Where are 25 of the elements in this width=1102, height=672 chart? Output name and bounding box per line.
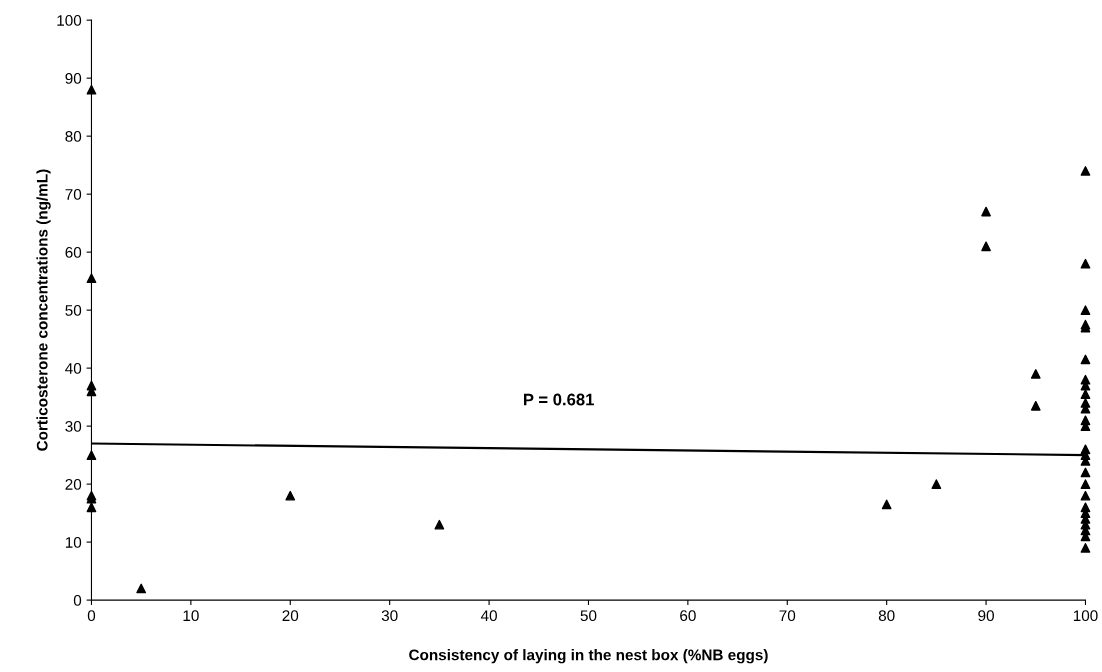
x-tick-label: 30 — [381, 610, 398, 622]
x-tick-label: 80 — [878, 610, 895, 622]
y-tick-label: 80 — [65, 131, 82, 142]
y-axis-title: Corticosterone concentrations (ng/mL) — [36, 169, 51, 451]
y-tick-label: 0 — [73, 594, 82, 606]
y-tick-label: 10 — [65, 536, 82, 548]
x-tick-label: 50 — [580, 610, 597, 622]
x-tick-label: 40 — [480, 610, 497, 622]
annotation: P = 0.681 — [524, 393, 594, 406]
y-tick-label: 40 — [65, 362, 82, 374]
y-tick-label: 90 — [65, 73, 82, 84]
y-tick-label: 30 — [65, 420, 82, 432]
y-tick-label: 100 — [57, 15, 82, 26]
y-tick-label: 20 — [65, 478, 82, 490]
x-tick-label: 90 — [978, 610, 994, 622]
y-tick-label: 60 — [65, 247, 82, 258]
y-tick-label: 70 — [65, 189, 82, 200]
y-tick-label: 50 — [65, 305, 82, 316]
x-tick-label: 20 — [282, 610, 299, 622]
x-tick-label: 100 — [1073, 610, 1098, 622]
x-axis-title: Consistency of laying in the nest box (%NB eggs) — [409, 649, 768, 664]
x-tick-label: 10 — [183, 610, 199, 622]
x-tick-label: 60 — [680, 610, 696, 622]
x-tick-label: 0 — [87, 610, 96, 622]
x-tick-label: 70 — [779, 610, 796, 622]
